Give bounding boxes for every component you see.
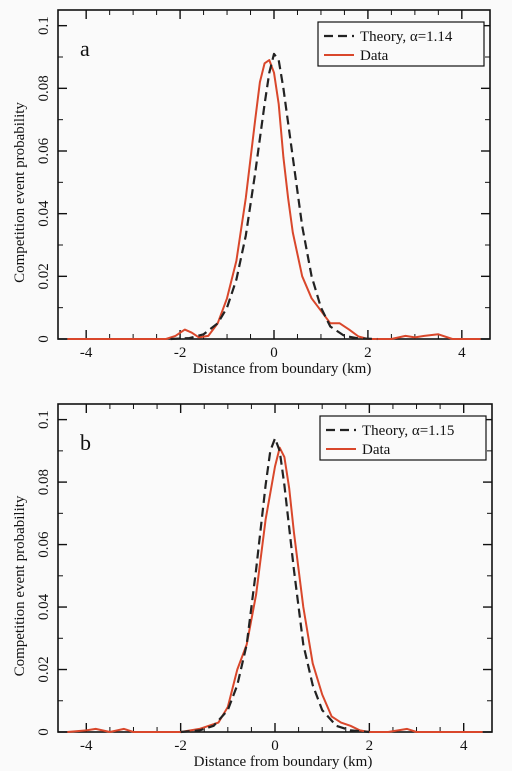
- y-tick-label-b-4: 0.08: [36, 469, 52, 495]
- legend-label-a-1: Data: [360, 48, 389, 64]
- panel-letter-a: a: [80, 36, 90, 61]
- x-tick-label-b-1: -2: [174, 738, 187, 754]
- y-tick-label-b-1: 0.02: [36, 656, 52, 682]
- theory-curve-a: [170, 52, 378, 341]
- y-tick-label-a-2: 0.04: [36, 200, 52, 227]
- panel-a: -4 -2 0 2 4 0 0.02 0.04 0.06 0.08 0.1 Distance from…: [12, 9, 491, 377]
- y-tick-label-b-2: 0.04: [36, 593, 52, 620]
- data-curve-a: [67, 59, 481, 340]
- x-tick-label-a-0: -4: [80, 345, 93, 361]
- legend-box-a: [317, 21, 485, 67]
- legend-a: Theory, α=1.14 Data: [317, 21, 485, 67]
- panel-letter-b: b: [80, 430, 91, 455]
- x-tick-label-b-2: 0: [271, 738, 279, 754]
- x-tick-label-a-1: -2: [174, 345, 187, 361]
- y-tick-label-a-0: 0: [36, 335, 52, 343]
- legend-label-b-0: Theory, α=1.15: [362, 423, 454, 439]
- y-tick-label-a-3: 0.06: [36, 137, 52, 164]
- legend-box-b: [319, 415, 487, 461]
- x-tick-label-b-3: 2: [366, 738, 374, 754]
- panel-b: -4 -2 0 2 4 0 0.02 0.04 0.06 0.08 0.1 Distance from…: [12, 403, 493, 770]
- x-axis-label-b: Distance from boundary (km): [194, 754, 373, 770]
- y-tick-label-b-3: 0.06: [36, 531, 52, 558]
- legend-b: Theory, α=1.15 Data: [319, 415, 487, 461]
- y-tick-label-a-5: 0.1: [36, 16, 52, 35]
- y-tick-label-b-0: 0: [36, 728, 52, 736]
- y-tick-label-a-4: 0.08: [36, 75, 52, 101]
- x-axis-label-a: Distance from boundary (km): [193, 361, 372, 377]
- y-tick-label-b-5: 0.1: [36, 410, 52, 429]
- x-tick-label-a-3: 2: [364, 345, 372, 361]
- theory-curve-b: [180, 437, 370, 734]
- y-axis-label-a: Competition event probability: [12, 102, 28, 283]
- y-axis-label-b: Competition event probability: [12, 495, 28, 676]
- x-tick-label-a-4: 4: [458, 345, 466, 361]
- data-curve-b: [67, 446, 483, 733]
- legend-label-b-1: Data: [362, 442, 391, 458]
- y-tick-label-a-1: 0.02: [36, 263, 52, 289]
- legend-label-a-0: Theory, α=1.14: [360, 29, 453, 45]
- x-tick-label-a-2: 0: [270, 345, 278, 361]
- x-tick-label-b-4: 4: [460, 738, 468, 754]
- x-tick-label-b-0: -4: [80, 738, 93, 754]
